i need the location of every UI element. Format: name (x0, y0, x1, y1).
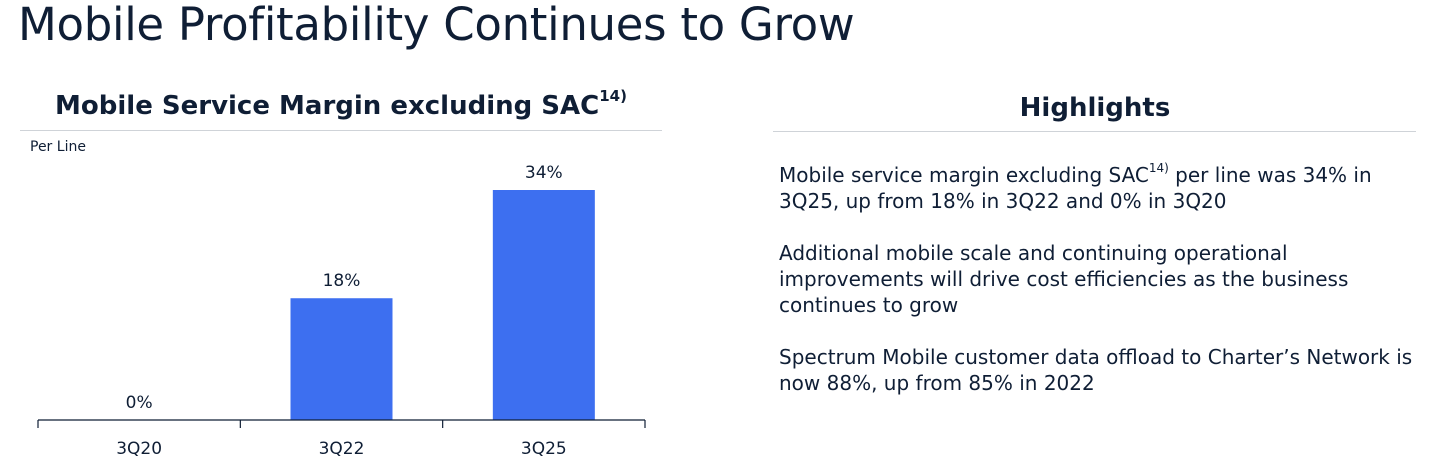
category-label-3Q25: 3Q25 (521, 439, 567, 459)
chart-title: Mobile Service Margin excluding SAC14) (20, 88, 662, 124)
chart-title-text: Mobile Service Margin excluding SAC (55, 91, 600, 121)
slide-title: Mobile Profitability Continues to Grow (18, 0, 855, 51)
chart-subtitle: Per Line (30, 139, 86, 155)
category-label-group: 3Q20 3Q22 3Q25 (116, 439, 567, 459)
highlight-text: Spectrum Mobile customer data offload to… (779, 345, 1413, 395)
highlights-title: Highlights (1019, 93, 1171, 123)
bar-group (290, 190, 595, 420)
highlight-item: Additional mobile scale and continuing o… (779, 240, 1419, 318)
tick-group (37, 420, 646, 428)
highlight-item: Spectrum Mobile customer data offload to… (779, 344, 1419, 396)
value-label-3Q20: 0% (126, 393, 153, 413)
value-label-group: 0% 18% 34% (126, 163, 563, 413)
highlights-divider (773, 131, 1416, 132)
highlight-item: Mobile service margin excluding SAC14) p… (779, 162, 1419, 214)
value-label-3Q25: 34% (525, 163, 563, 183)
highlight-text: Mobile service margin excluding SAC (779, 163, 1149, 187)
highlight-text-cont: per line was 34% in 3Q25, up from 18% in… (779, 163, 1372, 213)
category-label-3Q20: 3Q20 (116, 439, 162, 459)
chart-title-divider (20, 130, 662, 131)
value-label-3Q22: 18% (323, 271, 361, 291)
highlight-text: Additional mobile scale and continuing o… (779, 241, 1349, 317)
bar-3Q25 (492, 190, 595, 420)
chart-title-footnote: 14) (599, 87, 627, 106)
highlight-footnote: 14) (1148, 161, 1169, 176)
bar-chart: 0% 18% 34% 3Q20 3Q22 3Q25 (37, 163, 646, 459)
highlights-list: Mobile service margin excluding SAC14) p… (779, 162, 1419, 422)
bar-3Q22 (290, 298, 393, 420)
category-label-3Q22: 3Q22 (319, 439, 365, 459)
